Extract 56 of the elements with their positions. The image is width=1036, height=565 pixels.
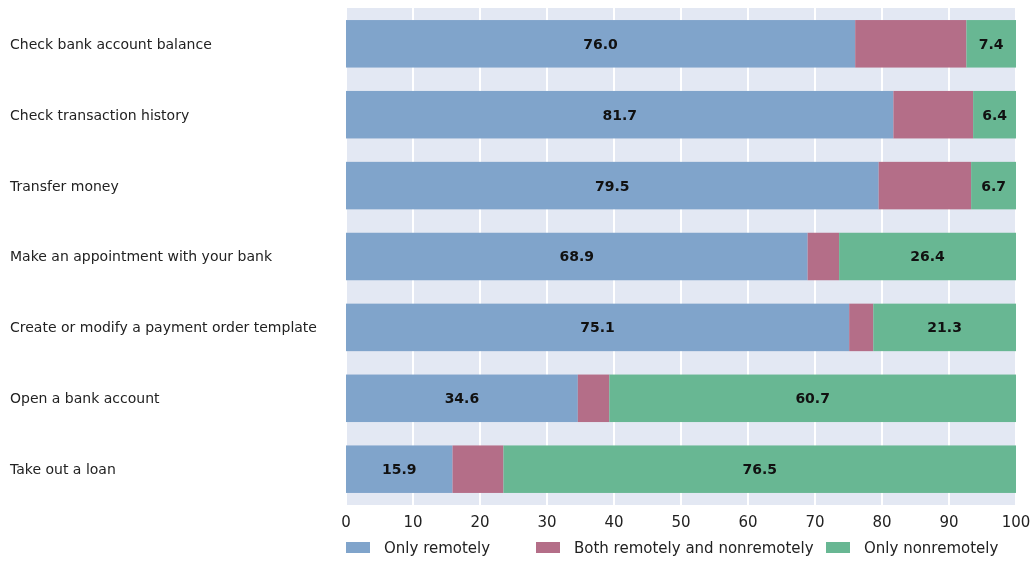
y-tick-label: Check transaction history [10,106,190,123]
x-tick-label: 40 [604,513,624,531]
data-label: 81.7 [602,106,637,123]
bar [807,232,840,281]
bar [878,161,972,210]
data-label: 76.5 [742,461,777,478]
data-label: 7.4 [978,35,1004,52]
bar [966,20,1016,68]
legend-label: Only nonremotely [864,539,999,557]
x-tick-label: 50 [671,513,691,531]
y-tick-label: Open a bank account [10,390,161,407]
bar [346,303,850,352]
bar [855,20,967,68]
bar [577,374,610,423]
y-tick-label: Create or modify a payment order template [10,319,317,336]
data-label: 75.1 [580,319,615,336]
data-label: 79.5 [595,177,630,194]
x-tick-label: 20 [470,513,490,531]
bar [346,374,578,423]
bar [503,445,1016,493]
y-tick-label: Make an appointment with your bank [10,248,273,265]
data-label: 26.4 [910,248,946,265]
data-label: 15.9 [381,461,417,478]
x-tick-label: 30 [537,513,557,531]
bar [346,445,453,493]
data-label: 6.4 [982,106,1008,123]
legend-label: Both remotely and nonremotely [574,539,814,557]
data-label: 76.0 [583,35,619,52]
bar [346,20,856,68]
bar [973,90,1016,139]
bar [873,303,1016,352]
data-label: 21.3 [927,319,962,336]
y-tick-label: Take out a loan [9,461,116,478]
x-tick-label: 70 [805,513,825,531]
bar [971,161,1016,210]
bar [346,161,879,210]
legend-label: Only remotely [384,539,491,557]
data-label: 60.7 [795,390,830,407]
bar [609,374,1016,423]
bar [839,232,1016,281]
bar [893,90,974,139]
bar [346,232,808,281]
data-label: 68.9 [559,248,595,265]
bar [452,445,504,493]
x-tick-label: 80 [872,513,892,531]
x-tick-label: 100 [1001,513,1031,531]
y-tick-label: Transfer money [9,177,119,194]
bar [346,90,894,139]
x-tick-label: 60 [738,513,758,531]
x-tick-label: 10 [403,513,423,531]
x-tick-label: 0 [341,513,351,531]
y-tick-label: Check bank account balance [10,35,212,52]
x-tick-label: 90 [939,513,959,531]
bar [849,303,874,352]
data-label: 6.7 [981,177,1006,194]
data-label: 34.6 [444,390,480,407]
